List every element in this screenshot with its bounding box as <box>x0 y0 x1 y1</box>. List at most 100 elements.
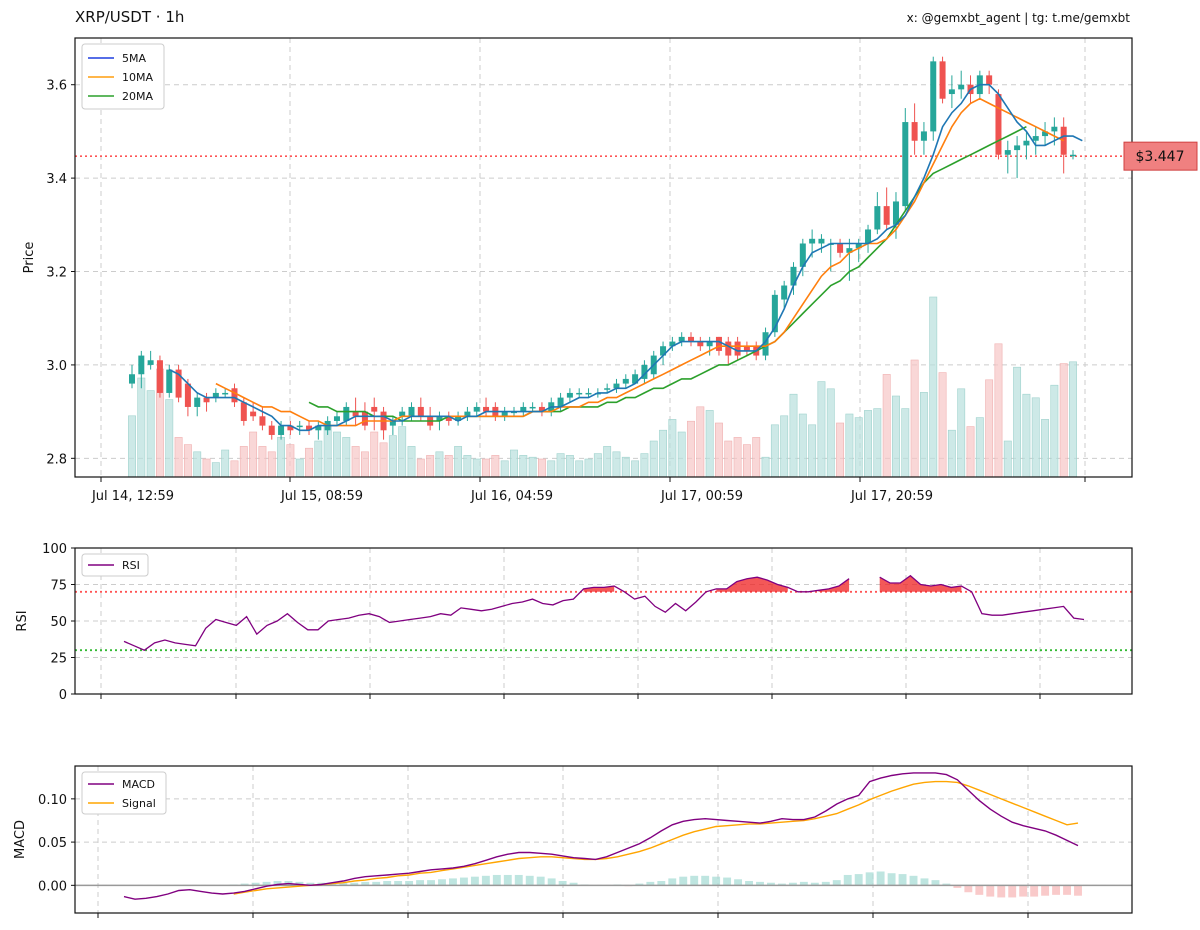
rsi-legend-box <box>81 553 149 577</box>
macd-histogram-bar <box>361 881 370 886</box>
candle-body <box>464 411 471 417</box>
macd-histogram-bar <box>843 874 852 886</box>
candle-body <box>660 346 667 356</box>
candle-body <box>194 397 201 407</box>
volume-bar <box>854 417 863 478</box>
volume-bar <box>715 422 723 478</box>
candle-body <box>408 406 415 417</box>
macd-histogram-bar <box>306 882 315 886</box>
candle-body <box>557 397 564 407</box>
volume-bar <box>444 455 453 478</box>
candle-body <box>790 266 797 286</box>
macd-histogram-bar <box>821 881 830 886</box>
y-tick-label: 3.6 <box>46 79 67 94</box>
volume-bar <box>305 447 313 478</box>
candle-body <box>715 336 722 351</box>
y-tick-label: 75 <box>50 579 67 594</box>
candle-body <box>520 406 527 412</box>
macd-histogram-bar <box>997 885 1006 898</box>
candle-body <box>156 360 163 393</box>
macd-histogram-bar <box>339 882 348 886</box>
candle-body <box>1032 136 1039 141</box>
macd-histogram-bar <box>328 883 337 886</box>
volume-bar <box>687 420 695 478</box>
rsi-panel-frame <box>74 547 1133 695</box>
macd-histogram-bar <box>481 875 490 886</box>
y-tick-label: 0.00 <box>38 879 67 894</box>
y-tick-label: 3.4 <box>46 172 67 187</box>
macd-histogram-bar <box>734 879 743 886</box>
candle-body <box>771 294 778 333</box>
volume-bar <box>407 446 416 478</box>
volume-bar <box>612 451 621 478</box>
x-tick-label: Jul 17, 00:59 <box>660 489 743 504</box>
candle-body <box>529 406 536 409</box>
price-panel-frame <box>74 37 1133 478</box>
y-tick-label: 3.0 <box>46 359 67 374</box>
candle-body <box>632 374 639 384</box>
macd-histogram-bar <box>273 881 282 886</box>
candle-body <box>930 61 937 132</box>
macd-histogram-bar <box>1063 885 1071 895</box>
volume-bar <box>584 458 593 478</box>
candle-body <box>455 416 462 421</box>
candle-body <box>948 89 955 95</box>
rsi-line <box>123 574 1085 651</box>
volume-bar <box>221 449 230 478</box>
candle-body <box>445 416 452 421</box>
volume-bar <box>277 437 286 478</box>
last-price-tag <box>1123 141 1198 171</box>
candle-body <box>902 122 909 207</box>
macd-histogram-bar <box>854 874 863 886</box>
candle-body <box>231 388 238 403</box>
volume-bar <box>919 392 928 478</box>
volume-bar <box>267 451 276 478</box>
candle-body <box>958 84 965 90</box>
macd-histogram-bar <box>1074 885 1082 896</box>
volume-bar <box>128 415 136 478</box>
candle-body <box>147 360 154 365</box>
x-tick-label: Jul 15, 08:59 <box>280 489 363 504</box>
volume-bar <box>808 424 817 478</box>
rsi-overbought-fill <box>818 578 850 592</box>
macd-histogram-bar <box>810 882 819 886</box>
volume-bar <box>864 410 872 478</box>
candle-body <box>389 420 396 426</box>
macd-histogram-bar <box>372 881 381 886</box>
volume-bar <box>342 437 351 478</box>
macd-histogram-bar <box>1030 885 1039 897</box>
macd-histogram-bar <box>887 873 896 886</box>
candle-body <box>371 406 378 412</box>
signal-line <box>233 780 1079 895</box>
volume-bar <box>379 442 388 478</box>
macd-histogram-bar <box>777 883 786 886</box>
candle-body <box>352 411 359 417</box>
macd-histogram-bar <box>470 876 479 886</box>
volume-bar <box>1022 393 1031 478</box>
macd-histogram-bar <box>449 878 457 886</box>
candle-body <box>622 378 629 384</box>
macd-histogram-bar <box>975 885 984 895</box>
candle-body <box>837 243 844 253</box>
volume-bar <box>975 417 984 478</box>
candle-body <box>743 346 750 351</box>
candle-body <box>762 332 769 356</box>
macd-histogram-bar <box>438 879 446 886</box>
volume-bar <box>565 455 574 478</box>
volume-bar <box>1041 419 1049 478</box>
macd-histogram-bar <box>350 882 359 886</box>
volume-bar <box>957 388 966 478</box>
volume-bar <box>556 453 565 478</box>
volume-bar <box>677 431 686 478</box>
ma20-line <box>308 125 1027 422</box>
candle-body <box>809 238 816 244</box>
volume-bar <box>733 437 742 478</box>
candle-body <box>436 416 443 421</box>
volume-bar <box>286 444 295 478</box>
y-tick-label: 0.10 <box>38 793 67 808</box>
macd-histogram-bar <box>514 874 523 886</box>
candle-body <box>641 364 648 379</box>
volume-bar <box>770 424 779 478</box>
candle-body <box>240 402 247 421</box>
volume-bar <box>947 429 956 478</box>
